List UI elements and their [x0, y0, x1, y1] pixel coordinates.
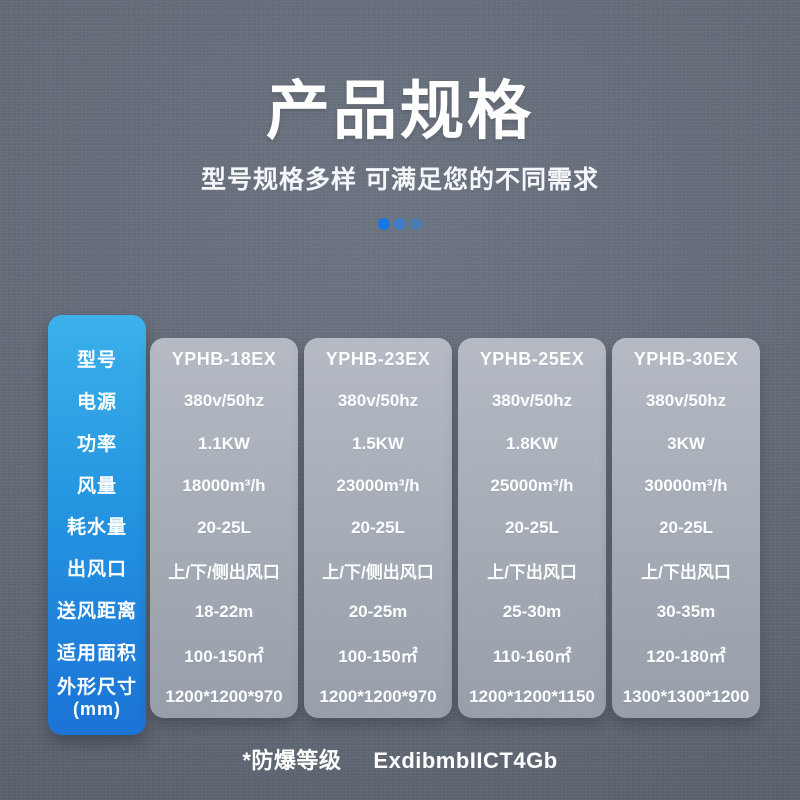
- spec-cell: 380v/50hz: [645, 391, 727, 411]
- spec-cell: 100-150㎡: [338, 647, 418, 667]
- row-header-8: 外形尺寸 (mm): [48, 672, 146, 718]
- row-header-label: 耗水量: [66, 517, 127, 539]
- spec-cell: 20-25L: [505, 517, 559, 537]
- spec-cell: 1300*1300*1200: [622, 686, 750, 706]
- row-header-3: 风量: [48, 463, 146, 505]
- spec-cell: 1200*1200*970: [165, 686, 283, 706]
- row-header-label: 型号: [76, 350, 117, 372]
- spec-cell: 20-25m: [348, 602, 408, 622]
- spec-column-3: YPHB-30EX 380v/50hz 3KW 30000m³/h 20-25L 上/下出…: [612, 338, 760, 718]
- spec-cell: 1.1KW: [198, 433, 250, 453]
- spec-cell: 1.8KW: [506, 433, 558, 453]
- row-header-5: 出风口: [48, 547, 146, 589]
- row-header-1: 电源: [48, 380, 146, 422]
- spec-column-2: YPHB-25EX 380v/50hz 1.8KW 25000m³/h 20-25L 上/…: [458, 338, 606, 718]
- spec-cell: 110-160㎡: [492, 647, 572, 667]
- row-header-label: 外形尺寸: [56, 677, 137, 698]
- spec-cell: 25-30m: [502, 602, 562, 622]
- footnote-value: ExdibmbIICT4Gb: [373, 748, 558, 773]
- spec-cell: 上/下/侧出风口: [322, 562, 434, 582]
- spec-cell: 1.5KW: [352, 433, 404, 453]
- model-name: YPHB-25EX: [479, 348, 585, 369]
- spec-column-1: YPHB-23EX 380v/50hz 1.5KW 23000m³/h 20-25L 上/…: [304, 338, 452, 718]
- spec-cell: 30-35m: [656, 602, 716, 622]
- model-name: YPHB-23EX: [325, 348, 431, 369]
- row-header-label: 功率: [76, 433, 117, 455]
- spec-column-0: YPHB-18EX 380v/50hz 1.1KW 18000m³/h 20-25L 上/…: [150, 338, 298, 718]
- model-name: YPHB-18EX: [171, 348, 277, 369]
- spec-cell: 上/下/侧出风口: [168, 562, 280, 582]
- spec-cell: 23000m³/h: [336, 475, 420, 495]
- spec-cell: 18-22m: [194, 602, 254, 622]
- spec-cell: 100-150㎡: [184, 647, 264, 667]
- spec-cell: 120-180㎡: [646, 647, 726, 667]
- row-header-4: 耗水量: [48, 505, 146, 547]
- spec-cell: 380v/50hz: [491, 391, 573, 411]
- spec-cell: 1200*1200*1150: [469, 686, 595, 706]
- spec-cell: 20-25L: [197, 517, 251, 537]
- spec-cell: 20-25L: [659, 517, 713, 537]
- row-header-column: 型号电源功率风量耗水量出风口送风距离适用面积外形尺寸 (mm): [48, 315, 146, 735]
- hero-section: 产品规格 型号规格多样 可满足您的不同需求: [0, 0, 800, 231]
- model-name: YPHB-30EX: [633, 348, 739, 369]
- explosion-proof-note: *防爆等级 ExdibmbIICT4Gb: [0, 743, 800, 775]
- row-header-label: 送风距离: [56, 600, 137, 622]
- row-header-label: 电源: [76, 392, 117, 414]
- carousel-dots: [0, 218, 800, 231]
- row-header-6: 送风距离: [48, 589, 146, 631]
- footnote-label: *防爆等级: [242, 748, 342, 773]
- row-header-label: 风量: [76, 475, 117, 497]
- row-header-label-unit: (mm): [73, 699, 121, 719]
- spec-cell: 上/下出风口: [487, 562, 577, 582]
- dot-icon: [410, 218, 422, 231]
- page-title: 产品规格: [266, 75, 534, 147]
- dot-icon: [394, 218, 406, 231]
- page-subtitle: 型号规格多样 可满足您的不同需求: [201, 166, 599, 195]
- spec-cell: 380v/50hz: [337, 391, 419, 411]
- spec-cell: 25000m³/h: [490, 475, 574, 495]
- spec-cell: 3KW: [667, 433, 705, 453]
- spec-cell: 1200*1200*970: [319, 686, 437, 706]
- row-header-label: 适用面积: [56, 642, 137, 664]
- spec-cell: 20-25L: [351, 517, 405, 537]
- row-header-cells: 型号电源功率风量耗水量出风口送风距离适用面积外形尺寸 (mm): [48, 338, 146, 718]
- row-header-2: 功率: [48, 422, 146, 464]
- row-header-0: 型号: [48, 338, 146, 380]
- spec-cell: 上/下出风口: [641, 562, 731, 582]
- dot-icon: [378, 218, 390, 231]
- row-header-7: 适用面积: [48, 630, 146, 672]
- spec-cell: 380v/50hz: [183, 391, 265, 411]
- spec-cell: 30000m³/h: [644, 475, 728, 495]
- data-columns: YPHB-18EX 380v/50hz 1.1KW 18000m³/h 20-25L 上/…: [150, 338, 760, 718]
- spec-cell: 18000m³/h: [182, 475, 266, 495]
- row-header-label: 出风口: [66, 559, 127, 581]
